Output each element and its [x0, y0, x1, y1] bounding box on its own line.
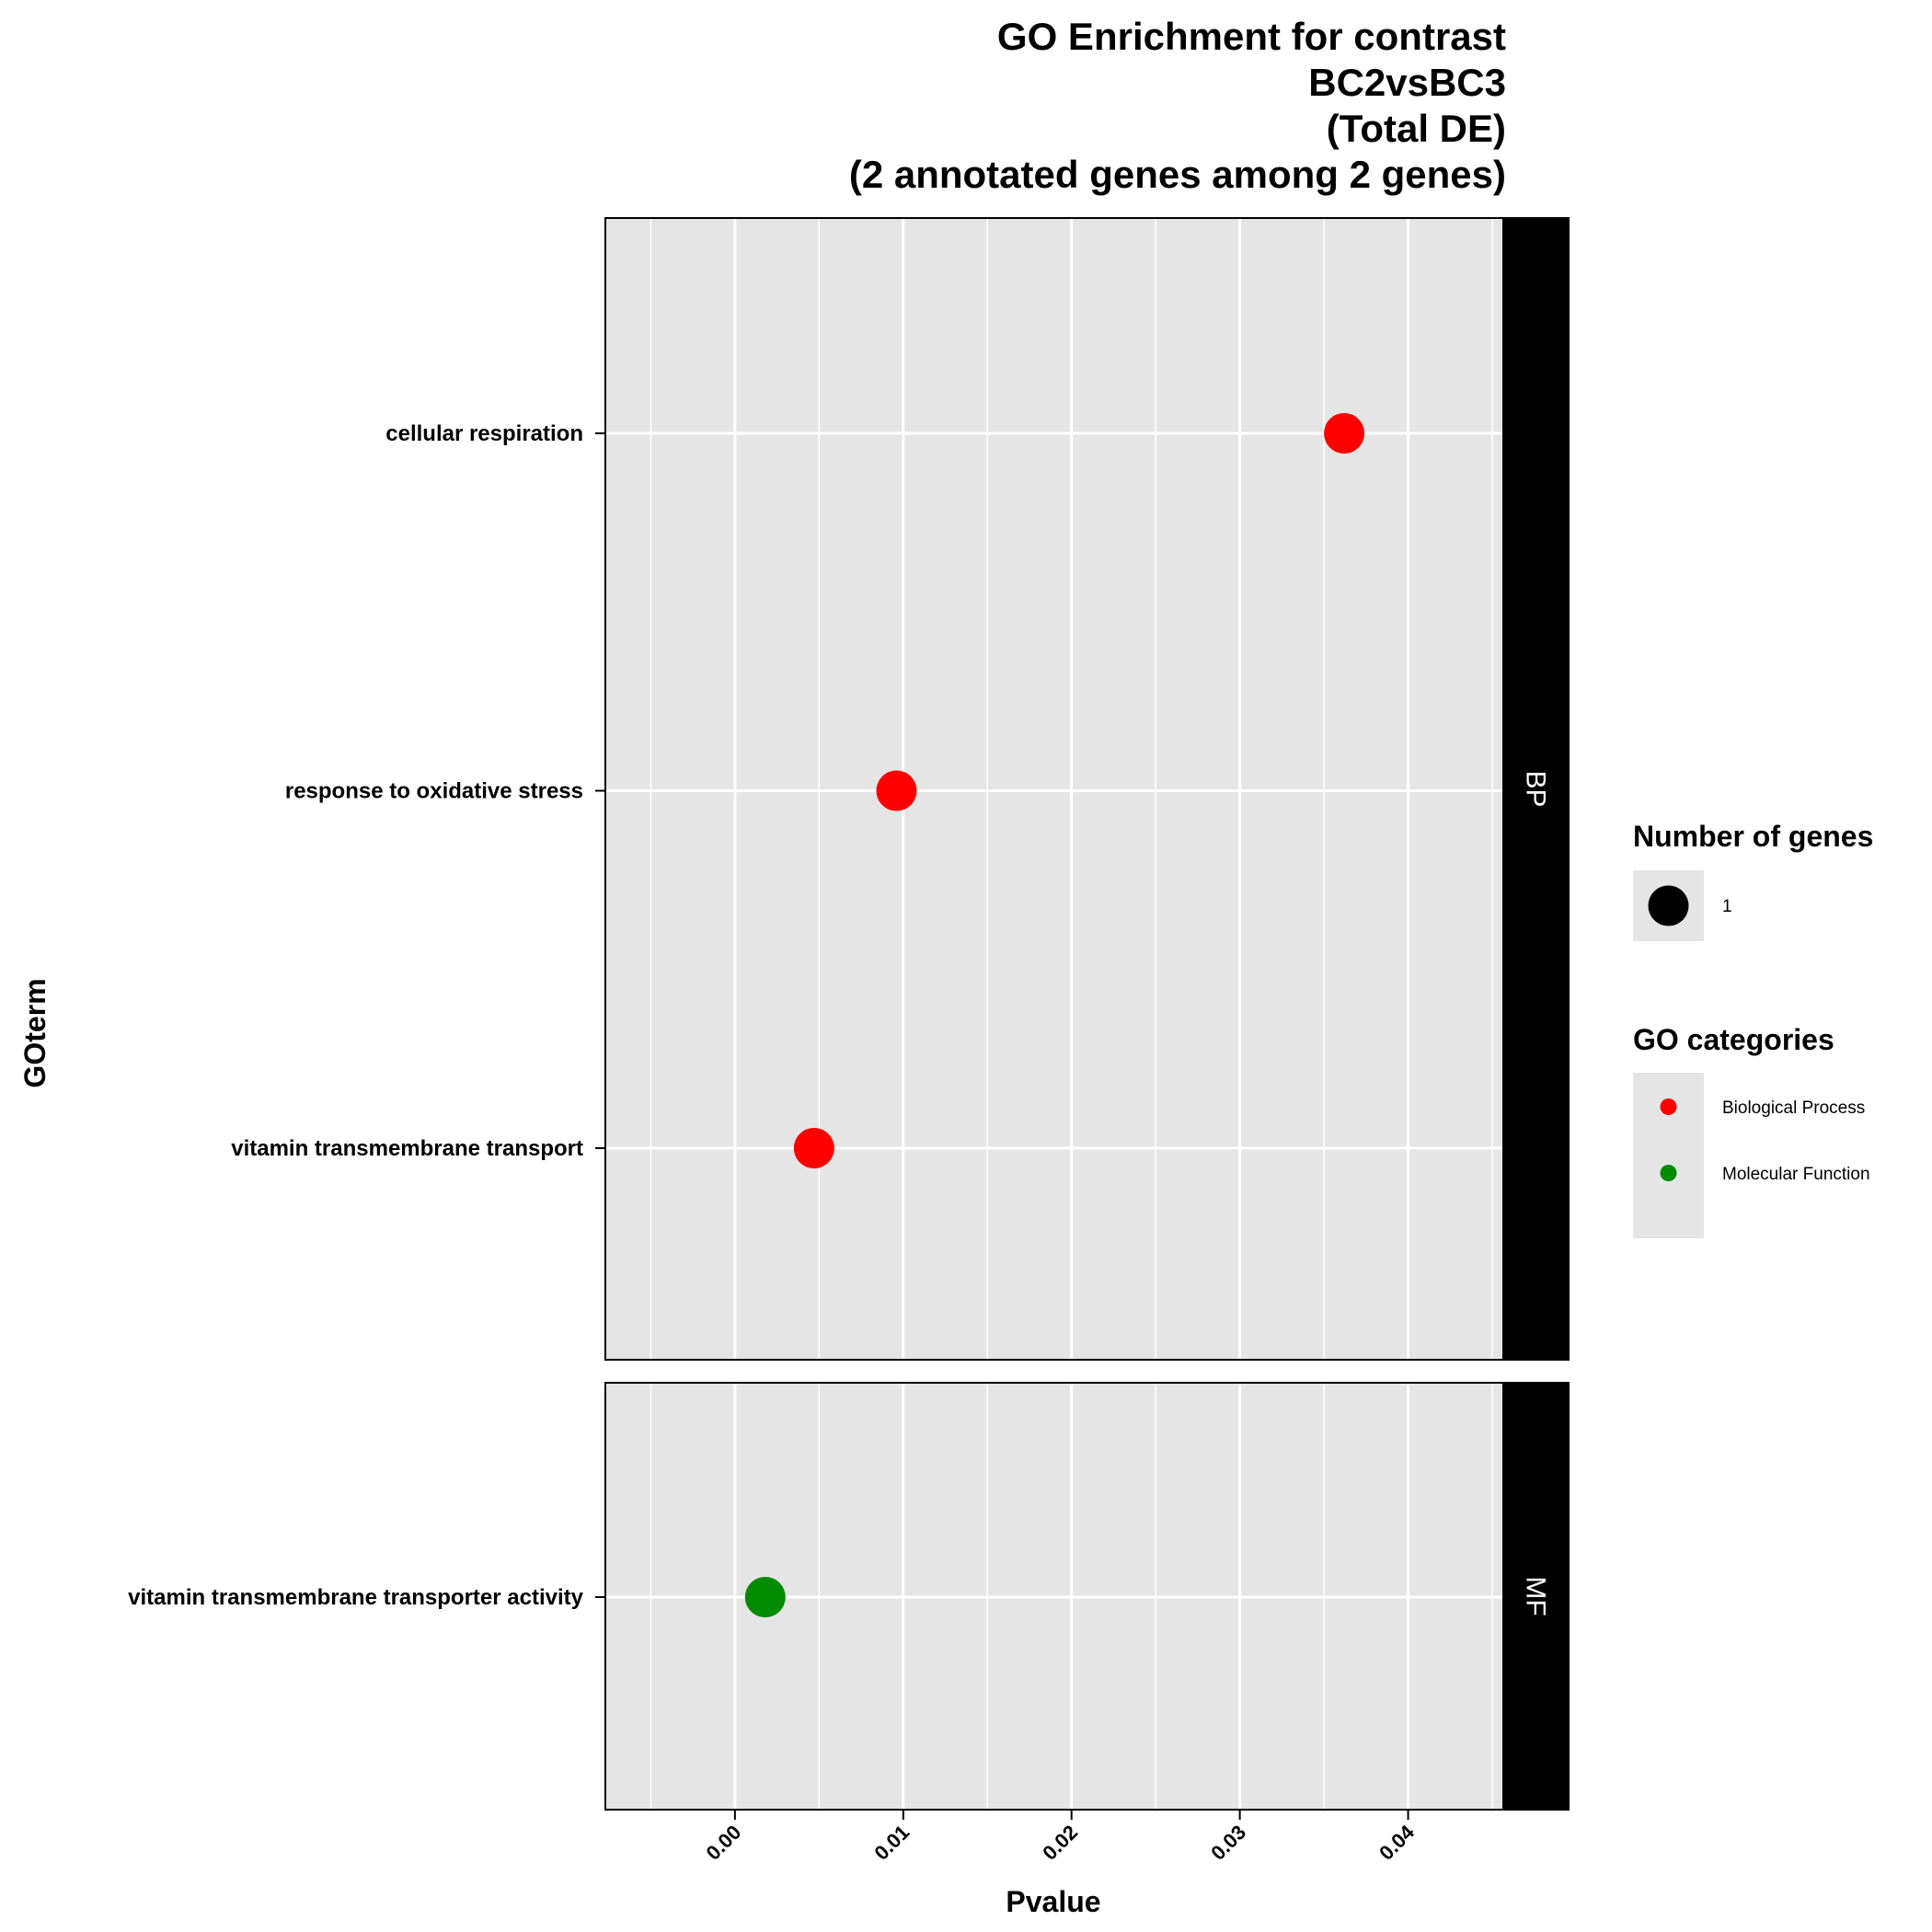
facet-panels: cellular respiration response to oxidativ…	[128, 217, 1570, 1811]
facet-strip-label: BP	[1521, 770, 1551, 807]
size-legend-symbol	[1648, 885, 1689, 926]
color-legend-symbol	[1660, 1165, 1677, 1181]
data-point	[793, 1128, 834, 1168]
x-tick-label: 0.00	[701, 1821, 745, 1865]
color-legend-keys	[1633, 1073, 1704, 1238]
y-tick-label: cellular respiration	[385, 421, 583, 446]
panel-background	[605, 218, 1502, 1360]
x-tick-label: 0.01	[869, 1821, 914, 1865]
data-point	[1324, 413, 1365, 454]
chart-title-line: BC2vsBC3	[1308, 61, 1506, 104]
x-tick-label: 0.03	[1206, 1821, 1250, 1865]
x-axis-title: Pvalue	[1006, 1885, 1100, 1918]
color-legend-label: Biological Process	[1722, 1098, 1865, 1118]
color-legend-label: Molecular Function	[1722, 1165, 1870, 1184]
chart-title-line: (2 annotated genes among 2 genes)	[849, 153, 1506, 196]
data-point	[876, 770, 917, 811]
data-point	[744, 1577, 786, 1617]
color-legend-symbol	[1660, 1098, 1677, 1115]
y-tick-label: response to oxidative stress	[285, 779, 583, 804]
size-legend-title: Number of genes	[1633, 820, 1873, 853]
legends: Number of genes 1 GO categories Biological …	[1633, 820, 1873, 1238]
facet-strip	[1502, 1383, 1569, 1810]
facet-panel-mf: vitamin transmembrane transporter activi…	[128, 1382, 1570, 1811]
chart-title: GO Enrichment for contrastBC2vsBC3(Total…	[849, 15, 1506, 196]
y-tick-label: vitamin transmembrane transporter activi…	[128, 1585, 583, 1610]
chart-title-line: GO Enrichment for contrast	[997, 15, 1506, 58]
facet-strip	[1502, 218, 1569, 1360]
y-tick-label: vitamin transmembrane transport	[231, 1136, 583, 1161]
size-legend-label: 1	[1722, 897, 1732, 916]
y-axis-title: GOterm	[18, 978, 52, 1087]
x-tick-label: 0.02	[1038, 1821, 1082, 1865]
chart-title-line: (Total DE)	[1327, 107, 1506, 150]
x-tick-label: 0.04	[1374, 1820, 1419, 1864]
x-axis: 0.00 0.01 0.02 0.03 0.04	[701, 1810, 1420, 1865]
facet-panel-bp: cellular respiration response to oxidativ…	[231, 217, 1570, 1361]
color-legend-title: GO categories	[1633, 1023, 1834, 1056]
facet-strip-label: MF	[1521, 1576, 1551, 1616]
